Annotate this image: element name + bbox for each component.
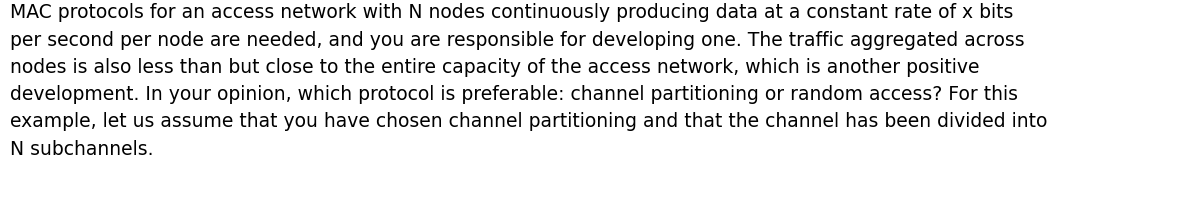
Text: MAC protocols for an access network with N nodes continuously producing data at : MAC protocols for an access network with…	[10, 3, 1046, 159]
